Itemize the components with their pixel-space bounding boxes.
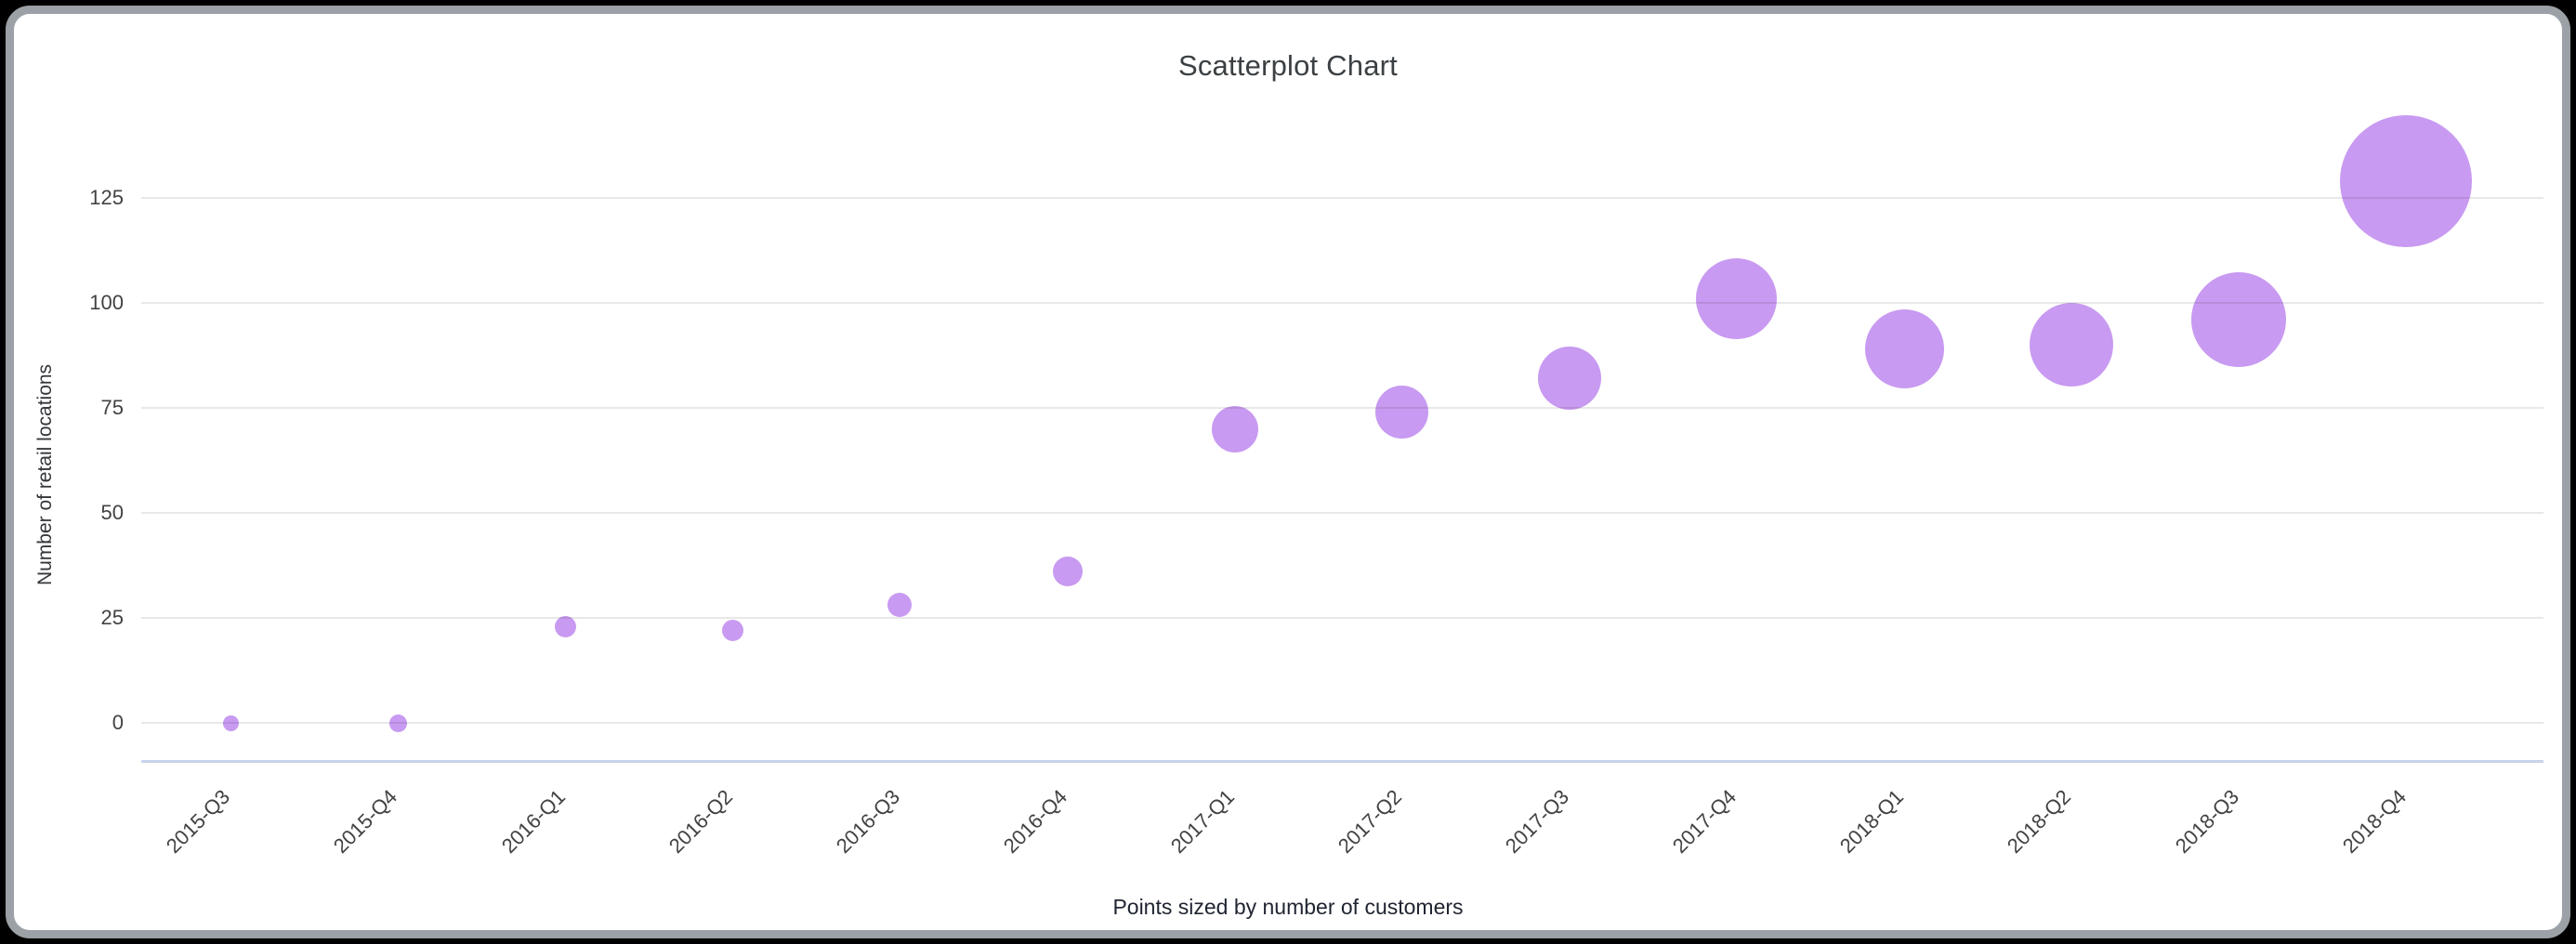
x-tick-label-2017-Q1: 2017-Q1 <box>1165 784 1240 859</box>
x-tick-label-2017-Q3: 2017-Q3 <box>1501 784 1574 859</box>
y-tick-label-25: 25 <box>100 606 124 629</box>
data-point-2016-Q2[interactable] <box>721 620 743 642</box>
gridline-y-100 <box>141 302 2543 304</box>
data-point-2018-Q4[interactable] <box>2340 114 2473 247</box>
x-tick-label-2017-Q4: 2017-Q4 <box>1668 784 1741 859</box>
x-tick-label-2016-Q4: 2016-Q4 <box>998 784 1071 859</box>
data-point-2016-Q4[interactable] <box>1052 557 1083 587</box>
gridline-y-25 <box>141 617 2543 619</box>
chart-caption: Points sized by number of customers <box>1112 895 1464 919</box>
x-tick-label-2017-Q2: 2017-Q2 <box>1333 784 1407 859</box>
gridline-y-0 <box>141 722 2543 724</box>
gridline-y-75 <box>141 407 2543 409</box>
data-point-2018-Q3[interactable] <box>2191 272 2287 368</box>
data-point-2017-Q1[interactable] <box>1211 405 1258 452</box>
x-axis-line <box>141 760 2543 763</box>
y-tick-label-50: 50 <box>100 501 124 524</box>
gridline-y-50 <box>141 512 2543 514</box>
x-tick-label-2016-Q2: 2016-Q2 <box>664 784 737 859</box>
x-tick-label-2018-Q1: 2018-Q1 <box>1835 784 1909 859</box>
x-tick-label-2015-Q3: 2015-Q3 <box>162 784 235 859</box>
x-tick-label-2016-Q1: 2016-Q1 <box>496 784 570 859</box>
data-point-2017-Q3[interactable] <box>1537 347 1601 411</box>
data-point-2017-Q2[interactable] <box>1375 386 1429 439</box>
data-point-2018-Q2[interactable] <box>2030 303 2114 387</box>
data-point-2015-Q3[interactable] <box>222 715 239 731</box>
x-tick-label-2018-Q3: 2018-Q3 <box>2170 784 2243 859</box>
gridline-y-125 <box>141 197 2543 199</box>
chart-title: Scatterplot Chart <box>1177 49 1398 82</box>
data-point-2018-Q1[interactable] <box>1864 309 1944 389</box>
data-point-2016-Q1[interactable] <box>554 615 576 637</box>
x-tick-label-2018-Q4: 2018-Q4 <box>2337 784 2411 859</box>
x-tick-label-2018-Q2: 2018-Q2 <box>2003 784 2076 859</box>
data-point-2016-Q3[interactable] <box>887 593 913 618</box>
y-tick-label-125: 125 <box>89 186 124 209</box>
y-tick-label-100: 100 <box>89 291 124 314</box>
y-tick-label-0: 0 <box>112 711 124 734</box>
x-tick-label-2016-Q3: 2016-Q3 <box>831 784 904 859</box>
y-tick-label-75: 75 <box>100 396 124 419</box>
data-point-2017-Q4[interactable] <box>1696 257 1778 339</box>
x-tick-label-2015-Q4: 2015-Q4 <box>329 784 402 859</box>
chart-card: Scatterplot Chart Number of retail locat… <box>6 6 2570 938</box>
data-point-2015-Q4[interactable] <box>388 714 407 732</box>
